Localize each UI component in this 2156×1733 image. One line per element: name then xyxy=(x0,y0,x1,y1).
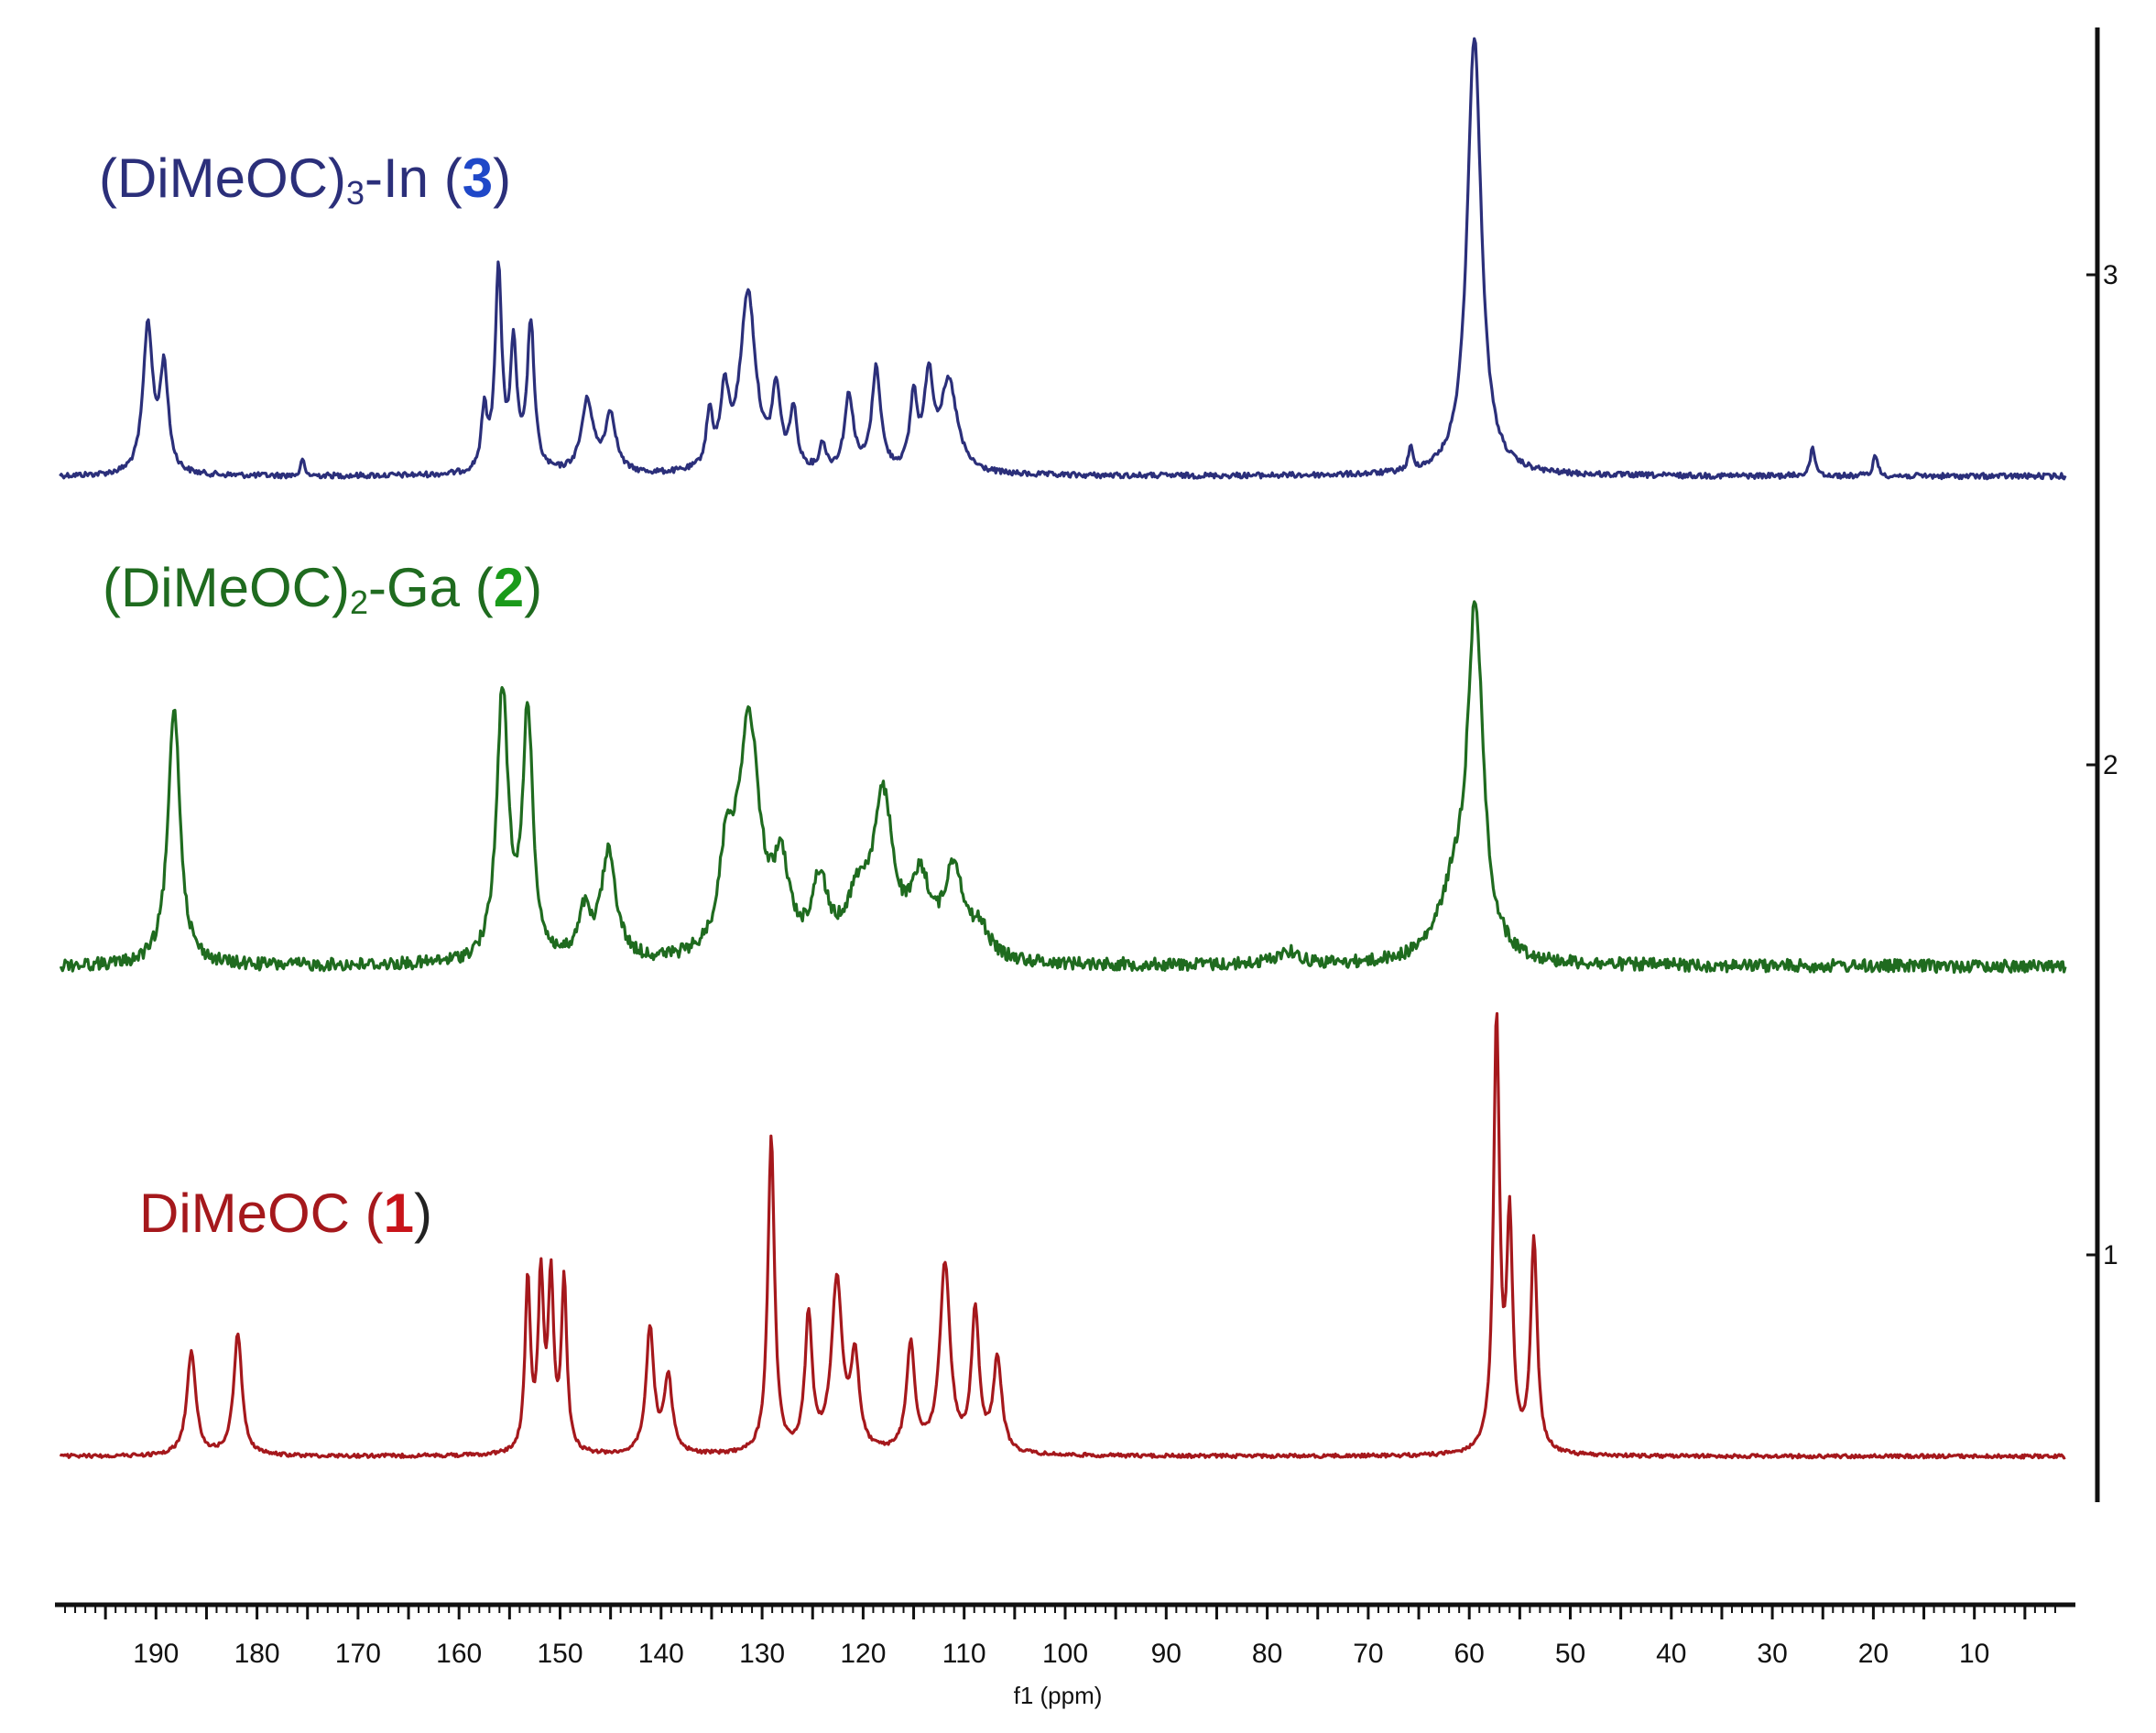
x-tick-label: 170 xyxy=(335,1639,381,1669)
right-tick-label: 2 xyxy=(2103,750,2118,780)
series-1-label: DiMeOC (1) xyxy=(139,1186,432,1241)
series-layer xyxy=(59,37,2067,1460)
spectrum-line-3 xyxy=(59,37,2067,481)
x-tick-label: 40 xyxy=(1656,1639,1686,1669)
x-axis: 190 180 170 160 150 140 130 120 110 100 90 80 70 60 50… xyxy=(55,1602,2075,1669)
x-tick-label: 50 xyxy=(1555,1639,1585,1669)
x-tick-label: 180 xyxy=(234,1639,280,1669)
x-tick-label: 80 xyxy=(1252,1639,1282,1669)
x-tick-label: 120 xyxy=(840,1639,886,1669)
x-tick-label: 60 xyxy=(1454,1639,1485,1669)
right-tick-label: 1 xyxy=(2103,1240,2118,1270)
series-2-label-close: ) xyxy=(524,557,543,618)
series-3-label: (DiMeOC)3-In (3) xyxy=(99,151,511,210)
x-tick-label: 30 xyxy=(1757,1639,1787,1669)
series-3-label-prefix: (DiMeOC) xyxy=(99,147,346,209)
x-tick-label: 20 xyxy=(1858,1639,1889,1669)
series-1-label-close: ) xyxy=(414,1183,433,1244)
right-axis: 3 2 1 xyxy=(2086,27,2118,1502)
spectrum-line-2 xyxy=(59,600,2067,975)
x-tick-label: 150 xyxy=(537,1639,583,1669)
series-3-label-number: 3 xyxy=(462,147,494,209)
series-3-label-suffix: -In ( xyxy=(365,147,463,209)
series-2-label-suffix: -Ga ( xyxy=(368,557,494,618)
x-tick-label: 140 xyxy=(638,1639,684,1669)
x-tick-label: 190 xyxy=(133,1639,179,1669)
series-2-label-subscript: 2 xyxy=(349,583,369,621)
series-2-label-number: 2 xyxy=(493,557,525,618)
series-2-label-prefix: (DiMeOC) xyxy=(103,557,350,618)
x-tick-label: 90 xyxy=(1151,1639,1181,1669)
x-tick-label: 70 xyxy=(1353,1639,1383,1669)
series-1-label-prefix: DiMeOC ( xyxy=(139,1183,384,1244)
x-tick-label: 110 xyxy=(942,1639,986,1669)
x-axis-title: f1 (ppm) xyxy=(1014,1682,1103,1709)
series-3-label-subscript: 3 xyxy=(345,174,365,212)
x-tick-label: 10 xyxy=(1959,1639,1989,1669)
spectrum-line-1 xyxy=(59,1012,2066,1460)
series-3-label-close: ) xyxy=(493,147,512,209)
right-tick-label: 3 xyxy=(2103,260,2118,290)
x-tick-label: 100 xyxy=(1042,1639,1088,1669)
x-tick-label: 130 xyxy=(739,1639,785,1669)
series-1-label-number: 1 xyxy=(383,1183,415,1244)
series-2-label: (DiMeOC)2-Ga (2) xyxy=(103,561,542,619)
x-tick-label: 160 xyxy=(436,1639,482,1669)
